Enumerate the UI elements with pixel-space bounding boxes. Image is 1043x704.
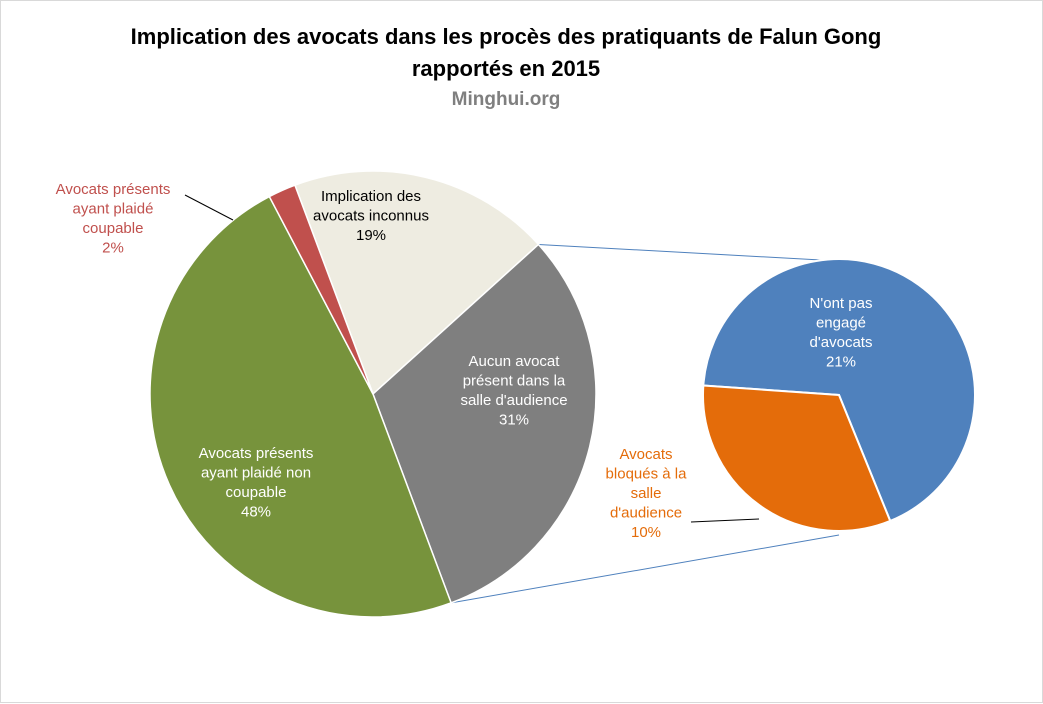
data-label-text: Implication des (321, 188, 421, 205)
chart-source: Minghui.org (452, 89, 561, 110)
data-label-inconnus: Implication des avocats inconnus 19% (313, 188, 429, 244)
main-pie (149, 170, 597, 618)
data-label-text: d'avocats (810, 334, 873, 351)
chart-title-line-2: rapportés en 2015 (412, 56, 600, 81)
data-label-text: engagé (816, 315, 866, 332)
data-label-text: d'audience (610, 505, 682, 522)
data-label-text: coupable (83, 220, 144, 237)
data-label-value: 2% (102, 240, 124, 257)
leader-line-bloques (690, 518, 760, 523)
pie-slice-non-coupable (149, 195, 453, 618)
data-label-text: Avocats (619, 446, 672, 463)
connector-lines (451, 243, 840, 604)
data-label-value: 10% (631, 524, 661, 541)
data-label-aucun: Aucun avocat présent dans la salle d'audie… (460, 353, 567, 429)
connector-line-top (538, 243, 840, 262)
data-label-text: salle d'audience (460, 392, 567, 409)
data-label-value: 48% (241, 504, 271, 521)
data-label-non-coupable: Avocats présents ayant plaidé non coupable… (199, 445, 314, 521)
data-label-text: N'ont pas (810, 295, 873, 312)
leader-line-coupable (184, 194, 234, 221)
data-label-text: Avocats présents (56, 181, 171, 198)
data-label-text: Aucun avocat (469, 353, 561, 370)
data-label-text: ayant plaidé non (201, 465, 311, 482)
data-label-pas-engage: N'ont pas engagé d'avocats 21% (810, 295, 873, 371)
pie-slice-inconnus (293, 170, 540, 396)
data-label-value: 31% (499, 412, 529, 429)
data-label-value: 19% (356, 227, 386, 244)
connector-line-bottom (451, 534, 840, 604)
data-label-coupable: Avocats présents ayant plaidé coupable 2% (56, 181, 234, 257)
data-labels: Implication des avocats inconnus 19% Aucun … (56, 181, 873, 541)
data-label-text: avocats inconnus (313, 208, 429, 225)
data-label-text: coupable (226, 484, 287, 501)
chart-title-line-1: Implication des avocats dans les procès … (131, 24, 882, 49)
data-label-text: salle (631, 485, 662, 502)
data-label-text: Avocats présents (199, 445, 314, 462)
data-label-text: présent dans la (463, 373, 566, 390)
data-label-value: 21% (826, 354, 856, 371)
pie-slice-coupable (268, 184, 374, 395)
secondary-pie (701, 258, 976, 532)
pie-slice-aucun (372, 243, 597, 604)
secondary-slice-pas-engage (702, 258, 976, 523)
data-label-text: ayant plaidé (73, 201, 154, 218)
secondary-slice-bloques (701, 384, 892, 532)
data-label-text: bloqués à la (606, 466, 688, 483)
data-label-bloques: Avocats bloqués à la salle d'audience 10% (606, 446, 760, 541)
